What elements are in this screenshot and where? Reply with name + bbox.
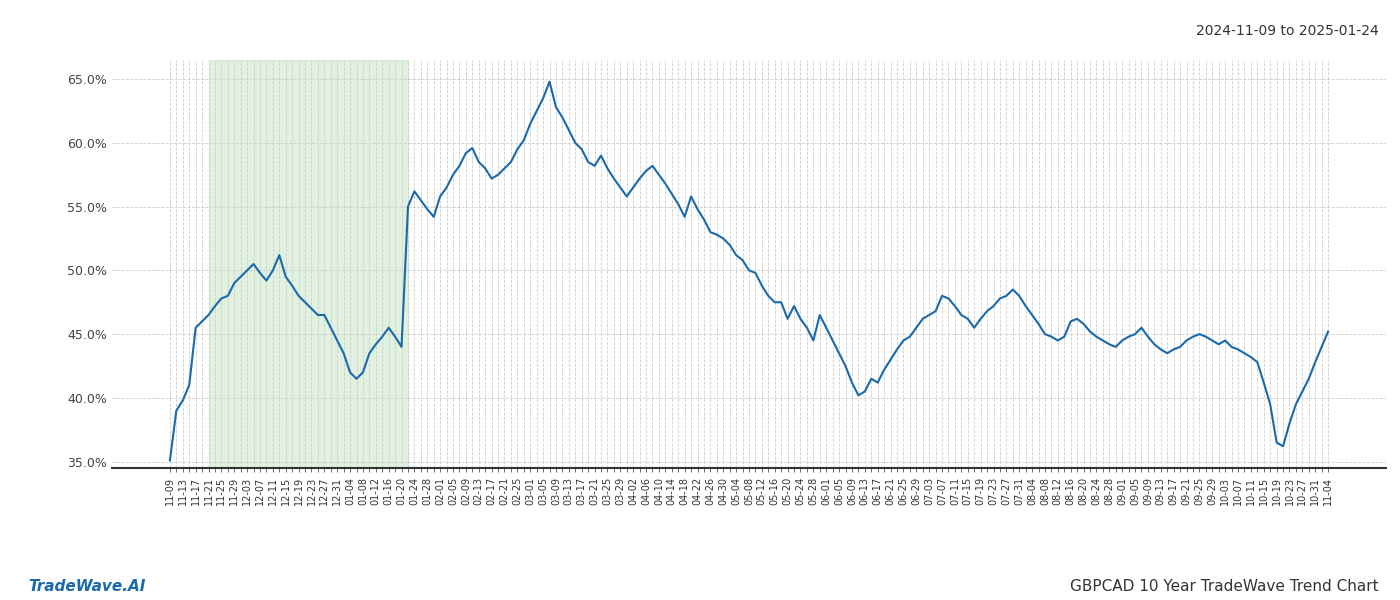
Text: 2024-11-09 to 2025-01-24: 2024-11-09 to 2025-01-24 xyxy=(1196,24,1379,38)
Bar xyxy=(209,60,407,468)
Text: TradeWave.AI: TradeWave.AI xyxy=(28,579,146,594)
Text: GBPCAD 10 Year TradeWave Trend Chart: GBPCAD 10 Year TradeWave Trend Chart xyxy=(1071,579,1379,594)
